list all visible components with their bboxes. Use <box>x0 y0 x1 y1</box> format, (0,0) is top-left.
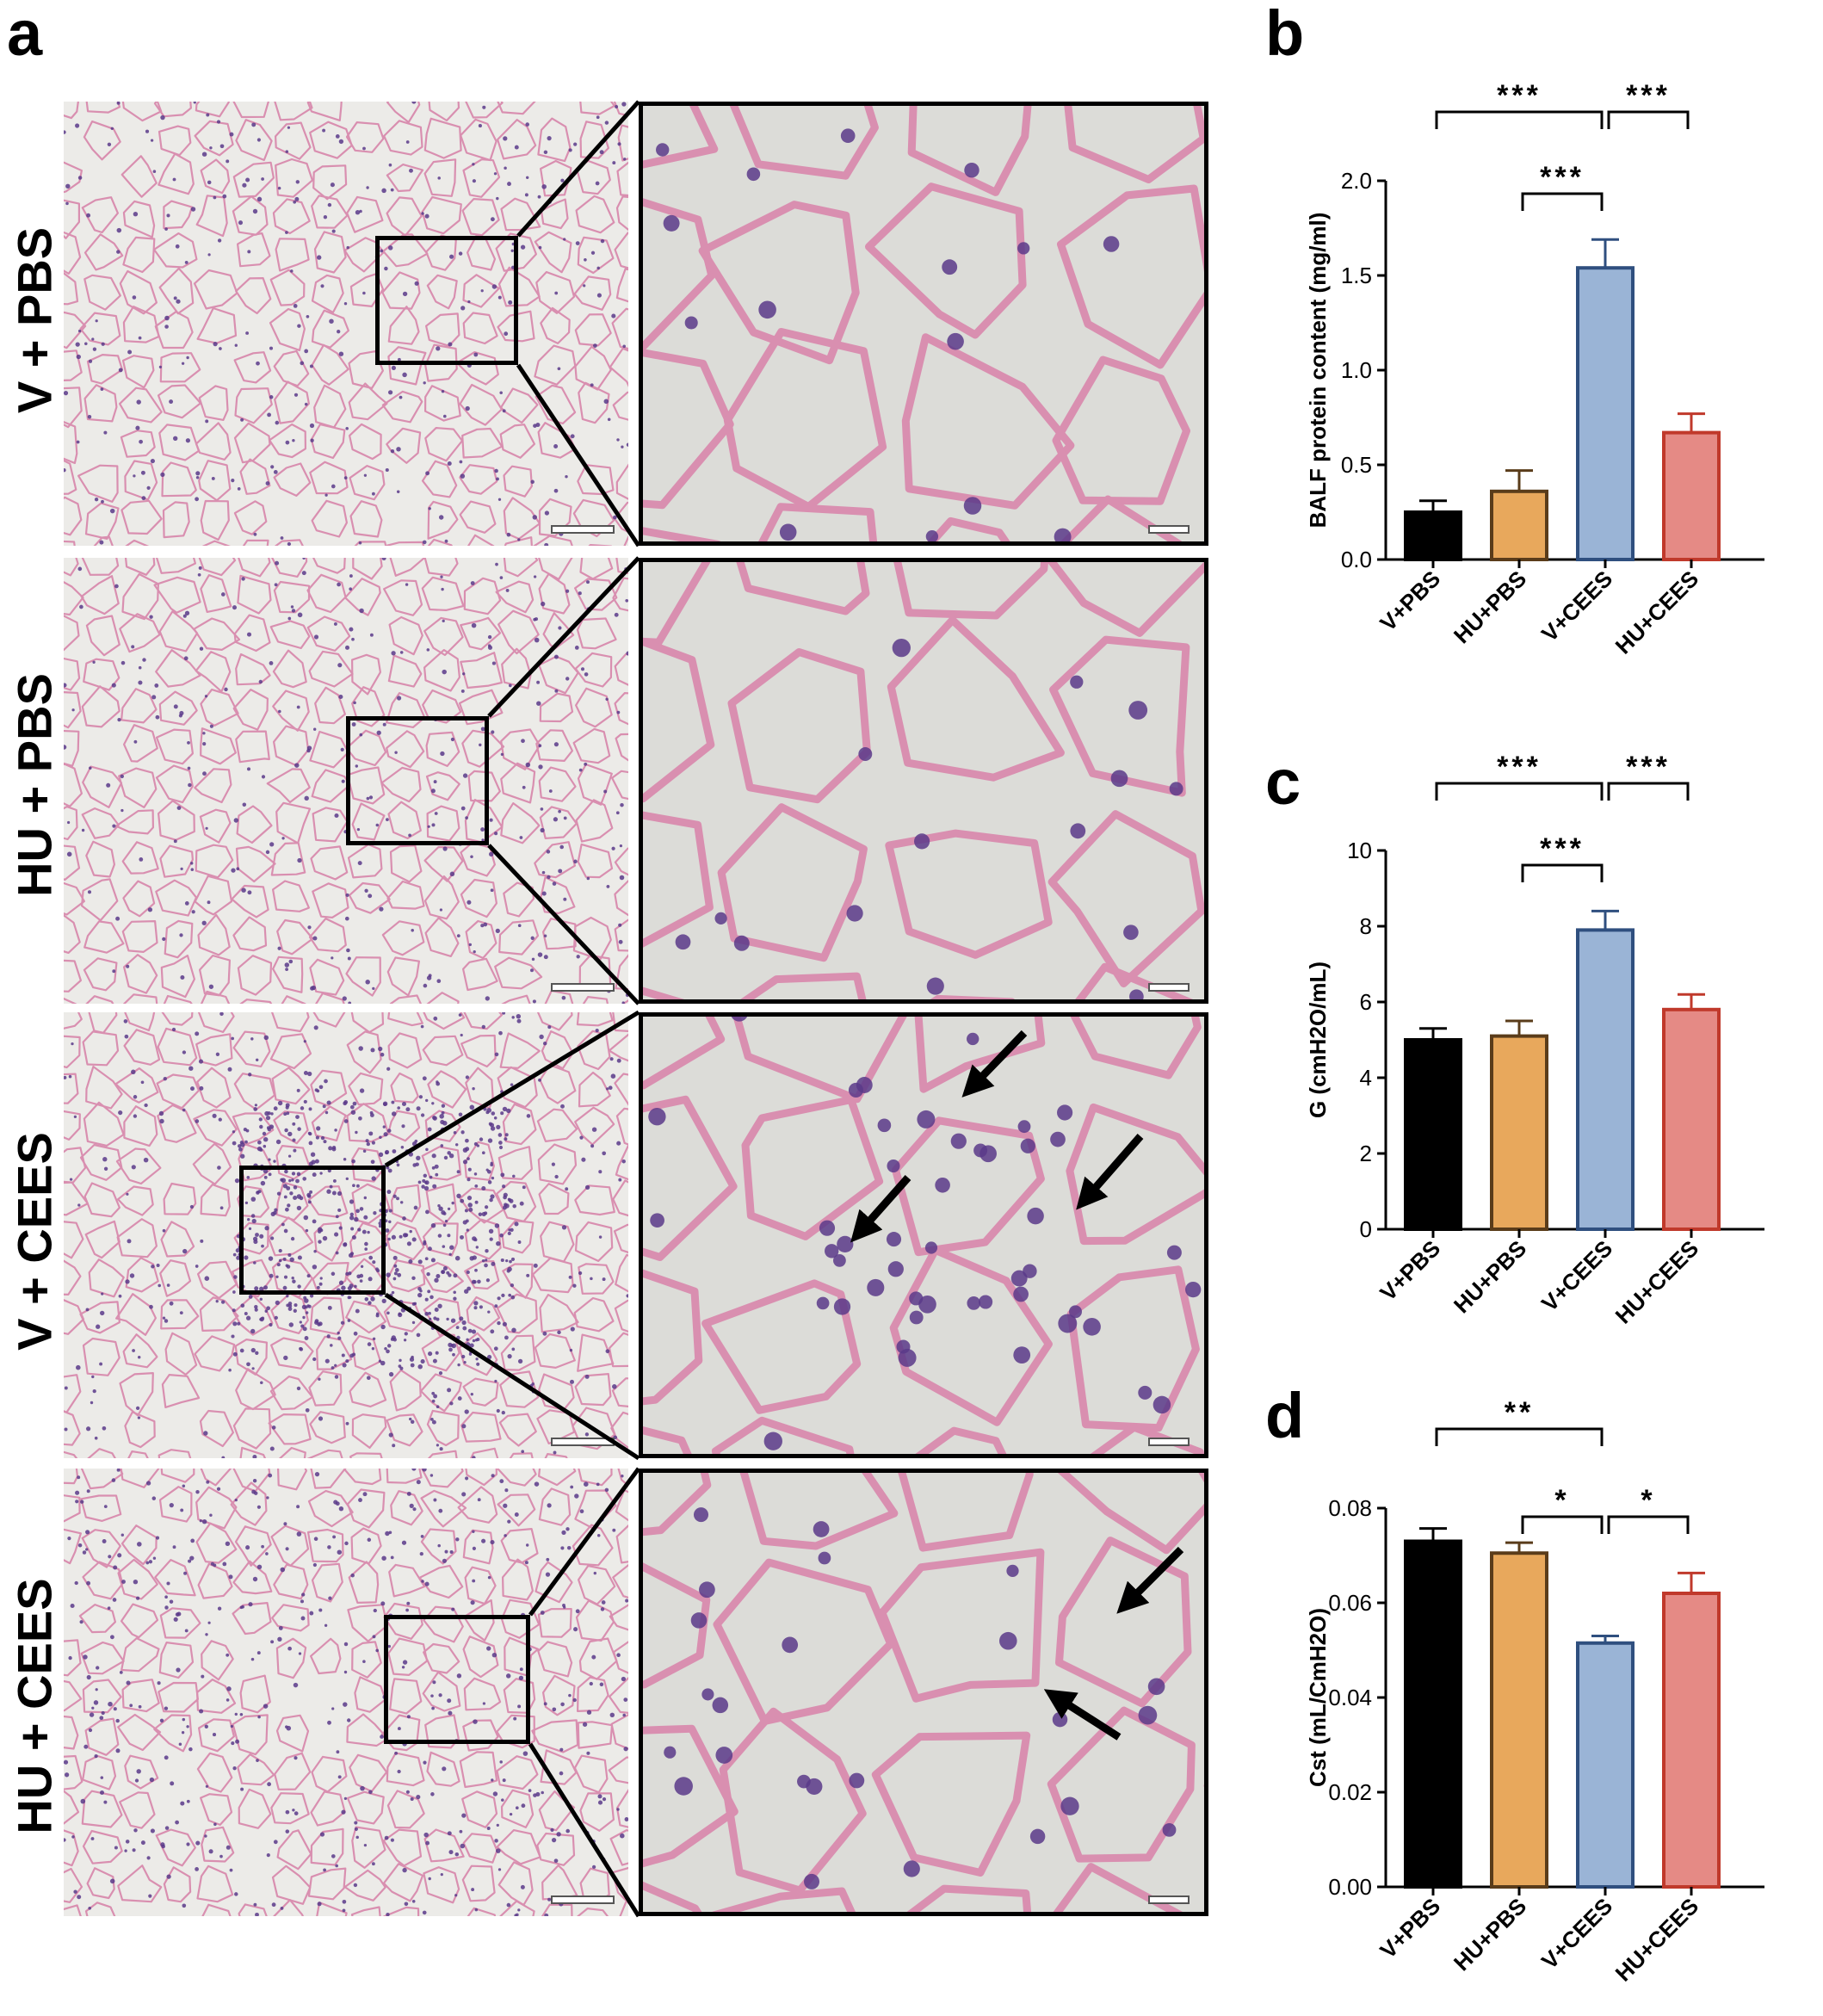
scale-bar <box>551 1895 615 1904</box>
bar <box>1490 489 1548 561</box>
y-tick-label: 0.08 <box>1328 1495 1372 1521</box>
y-tick-label: 2 <box>1360 1141 1372 1166</box>
panel-letter-a: a <box>7 0 43 69</box>
micrograph-zoom <box>639 1012 1208 1458</box>
selection-box <box>375 236 518 365</box>
micrograph-overview <box>64 102 628 546</box>
y-tick-label: 1.5 <box>1341 263 1372 288</box>
panel-letter-d: d <box>1265 1380 1305 1451</box>
x-tick-label: V+CEES <box>1536 566 1617 646</box>
y-tick-label: 0.04 <box>1328 1685 1372 1710</box>
y-tick-label: 0.0 <box>1341 547 1372 572</box>
row-label-hu-cees: HU + CEES <box>7 1578 62 1834</box>
micrograph-zoom <box>639 558 1208 1004</box>
x-tick-label: HU+CEES <box>1610 566 1704 659</box>
scale-bar <box>1148 525 1190 534</box>
row-label-v-cees: V + CEES <box>7 1132 62 1351</box>
zoom-frame <box>639 102 1208 546</box>
x-tick-label: V+CEES <box>1536 1235 1617 1316</box>
significance-bracket <box>1607 110 1690 129</box>
y-tick-label: 0 <box>1360 1216 1372 1242</box>
significance-label: *** <box>1497 79 1542 112</box>
x-tick-label: V+PBS <box>1375 566 1445 636</box>
significance-bracket <box>1435 110 1604 129</box>
micrograph-overview <box>64 1469 628 1916</box>
chart-resistance-g: G (cmH2O/mL) 0 2 4 6 8 10 V+PBS HU+PBS V+CEESHU+C… <box>1305 751 1764 1329</box>
significance-label: *** <box>1497 751 1542 783</box>
micrograph-zoom <box>639 102 1208 546</box>
significance-bracket <box>1521 192 1604 211</box>
x-tick-label: HU+PBS <box>1449 1893 1531 1976</box>
selection-box <box>384 1615 530 1744</box>
y-tick-label: 0.02 <box>1328 1779 1372 1805</box>
zoom-frame <box>639 558 1208 1004</box>
significance-label: *** <box>1540 832 1585 865</box>
y-tick-label: 10 <box>1347 838 1372 863</box>
bar <box>1662 1592 1721 1889</box>
y-tick-label: 0.06 <box>1328 1590 1372 1616</box>
x-tick-label: HU+CEES <box>1610 1235 1704 1329</box>
scale-bar <box>1148 1438 1190 1446</box>
significance-label: *** <box>1626 751 1671 783</box>
row-label-v-pbs: V + PBS <box>7 226 62 414</box>
significance-bracket <box>1435 782 1604 801</box>
significance-bracket <box>1521 863 1604 882</box>
bar <box>1576 266 1635 561</box>
selection-box <box>346 716 489 845</box>
bar <box>1662 430 1721 561</box>
x-tick-label: HU+PBS <box>1449 1235 1531 1318</box>
x-tick-label: V+PBS <box>1375 1893 1445 1963</box>
zoom-frame <box>639 1012 1208 1458</box>
bar <box>1404 1539 1462 1889</box>
bar <box>1490 1034 1548 1231</box>
y-tick-label: 0.5 <box>1341 452 1372 478</box>
y-axis-label: BALF protein content (mg/ml) <box>1305 213 1331 529</box>
scale-bar <box>551 983 615 992</box>
y-tick-label: 1.0 <box>1341 357 1372 383</box>
bar <box>1576 928 1635 1231</box>
significance-bracket <box>1521 1515 1604 1534</box>
panel-letter-c: c <box>1265 746 1301 818</box>
x-tick-label: HU+CEES <box>1610 1893 1704 1987</box>
bar <box>1490 1551 1548 1889</box>
bar <box>1404 1038 1462 1231</box>
chart-balf-protein: BALF protein content (mg/ml) 0.0 0.5 1.0 1.5… <box>1305 79 1764 659</box>
scale-bar <box>551 525 615 534</box>
significance-bracket <box>1607 782 1690 801</box>
y-tick-label: 2.0 <box>1341 168 1372 194</box>
selection-box <box>239 1166 386 1295</box>
y-tick-label: 0.00 <box>1328 1874 1372 1900</box>
row-label-hu-pbs: HU + PBS <box>7 673 62 897</box>
significance-label: *** <box>1626 79 1671 112</box>
micrograph-zoom <box>639 1469 1208 1916</box>
significance-label: ** <box>1505 1396 1534 1429</box>
x-tick-label: V+PBS <box>1375 1235 1445 1306</box>
significance-bracket <box>1435 1427 1604 1446</box>
y-tick-label: 6 <box>1360 989 1372 1015</box>
x-tick-label: V+CEES <box>1536 1893 1617 1974</box>
x-tick-label: HU+PBS <box>1449 566 1531 648</box>
y-tick-label: 4 <box>1360 1065 1372 1091</box>
scale-bar <box>1148 983 1190 992</box>
bar <box>1404 510 1462 561</box>
significance-label: *** <box>1540 161 1585 194</box>
significance-bracket <box>1607 1515 1690 1534</box>
significance-label: * <box>1554 1484 1569 1517</box>
y-axis-label: Cst (mL/CmH2O) <box>1305 1608 1331 1787</box>
y-axis-label: G (cmH2O/mL) <box>1305 962 1331 1118</box>
bar <box>1662 1007 1721 1231</box>
chart-compliance-cst: Cst (mL/CmH2O)0.000.020.040.060.08V+PBS H… <box>1305 1396 1764 1987</box>
significance-label: * <box>1641 1484 1655 1517</box>
panel-letter-b: b <box>1265 0 1305 69</box>
y-tick-label: 8 <box>1360 913 1372 939</box>
scale-bar <box>551 1438 615 1446</box>
zoom-frame <box>639 1469 1208 1916</box>
bar <box>1576 1641 1635 1889</box>
scale-bar <box>1148 1895 1190 1904</box>
